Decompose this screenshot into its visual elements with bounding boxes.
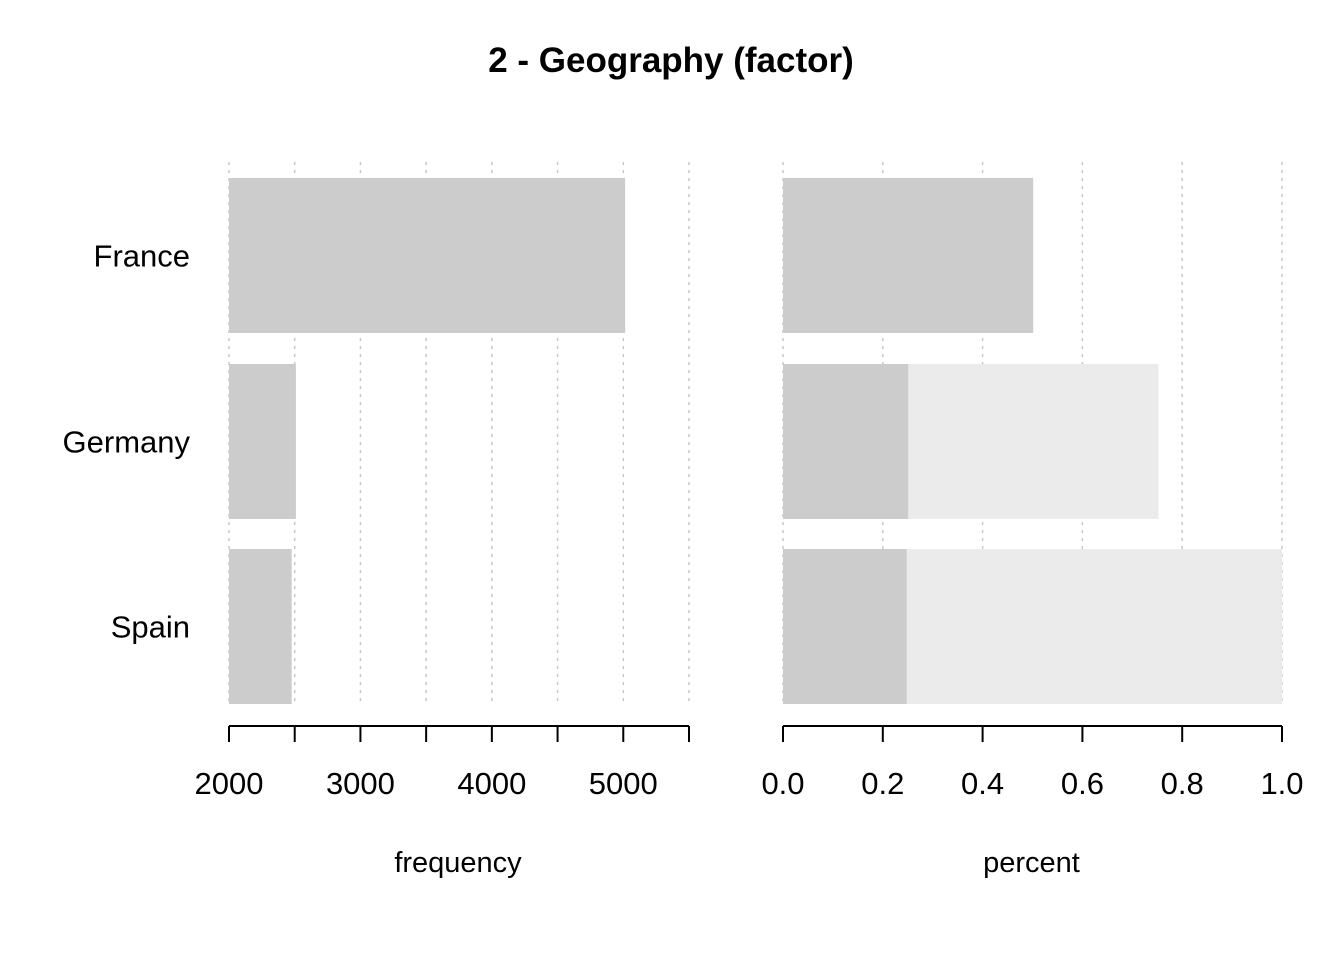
percent-bar-germany (783, 364, 909, 519)
percent-bar-france (783, 178, 1034, 333)
category-label-germany: Germany (63, 425, 191, 460)
percent-axis-label: percent (983, 847, 1080, 879)
percent-tick-label: 1.0 (1260, 766, 1303, 801)
percent-bar-spain (783, 549, 907, 704)
frequency-tick-label: 4000 (457, 766, 526, 801)
frequency-bar-germany (229, 364, 296, 519)
frequency-panel: France Germany Spain 2000 3000 4000 5000 freque… (63, 162, 690, 879)
percent-tick-label: 0.2 (861, 766, 904, 801)
category-label-spain: Spain (111, 610, 190, 645)
percent-tick-label: 0.8 (1161, 766, 1204, 801)
frequency-bar-spain (229, 549, 292, 704)
percent-panel: 0.0 0.2 0.4 0.6 0.8 1.0 percent (761, 162, 1304, 879)
frequency-bar-france (229, 178, 626, 333)
frequency-tick-label: 2000 (195, 766, 264, 801)
frequency-tick-label: 5000 (589, 766, 658, 801)
percent-tick-label: 0.4 (961, 766, 1004, 801)
frequency-tick-label: 3000 (326, 766, 395, 801)
category-label-france: France (94, 239, 190, 274)
frequency-axis-label: frequency (394, 847, 522, 879)
percent-tick-label: 0.0 (761, 766, 804, 801)
percent-tick-label: 0.6 (1061, 766, 1104, 801)
chart-title: 2 - Geography (factor) (488, 41, 854, 80)
